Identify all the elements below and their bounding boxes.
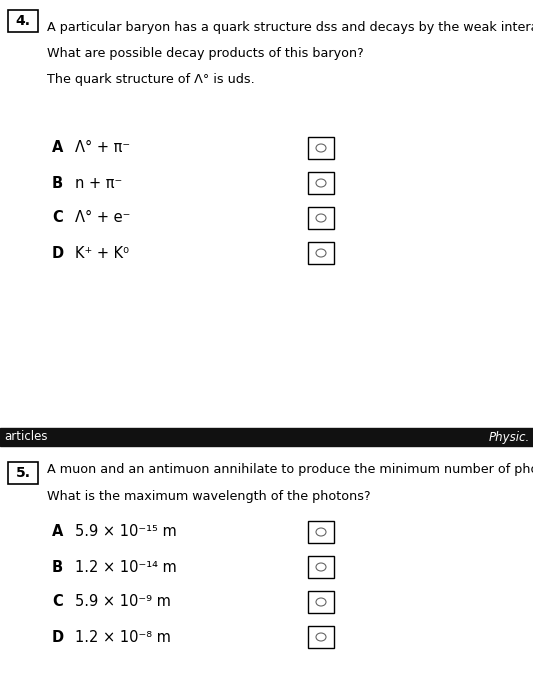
Text: 1.2 × 10⁻⁸ m: 1.2 × 10⁻⁸ m	[75, 629, 171, 645]
Text: n + π⁻: n + π⁻	[75, 176, 122, 190]
Text: B: B	[52, 559, 63, 575]
FancyBboxPatch shape	[308, 521, 334, 543]
Text: K⁺ + K⁰: K⁺ + K⁰	[75, 246, 129, 260]
FancyBboxPatch shape	[8, 462, 38, 484]
Text: A: A	[52, 141, 63, 155]
Text: B: B	[52, 176, 63, 190]
Ellipse shape	[316, 528, 326, 536]
Text: Λ° + π⁻: Λ° + π⁻	[75, 141, 130, 155]
Bar	[0, 428, 533, 446]
FancyBboxPatch shape	[308, 172, 334, 194]
FancyBboxPatch shape	[308, 626, 334, 648]
Text: A: A	[52, 524, 63, 540]
Text: What are possible decay products of this baryon?: What are possible decay products of this…	[47, 47, 364, 60]
Ellipse shape	[316, 214, 326, 222]
Ellipse shape	[316, 598, 326, 606]
Ellipse shape	[316, 633, 326, 641]
Text: 1.2 × 10⁻¹⁴ m: 1.2 × 10⁻¹⁴ m	[75, 559, 177, 575]
Text: 4.: 4.	[15, 14, 30, 28]
FancyBboxPatch shape	[308, 556, 334, 578]
Ellipse shape	[316, 563, 326, 571]
Text: A muon and an antimuon annihilate to produce the minimum number of photons.: A muon and an antimuon annihilate to pro…	[47, 463, 533, 476]
FancyBboxPatch shape	[8, 10, 38, 32]
Text: What is the maximum wavelength of the photons?: What is the maximum wavelength of the ph…	[47, 490, 370, 503]
Text: 5.9 × 10⁻¹⁵ m: 5.9 × 10⁻¹⁵ m	[75, 524, 177, 540]
Text: Λ° + e⁻: Λ° + e⁻	[75, 211, 131, 225]
Text: 5.: 5.	[15, 466, 30, 480]
Ellipse shape	[316, 144, 326, 152]
Text: The quark structure of Λ° is uds.: The quark structure of Λ° is uds.	[47, 73, 255, 86]
Text: D: D	[52, 246, 64, 260]
Ellipse shape	[316, 179, 326, 187]
Text: C: C	[52, 594, 63, 610]
Ellipse shape	[316, 249, 326, 257]
FancyBboxPatch shape	[308, 137, 334, 159]
Text: D: D	[52, 629, 64, 645]
FancyBboxPatch shape	[308, 591, 334, 613]
Text: 5.9 × 10⁻⁹ m: 5.9 × 10⁻⁹ m	[75, 594, 171, 610]
FancyBboxPatch shape	[308, 242, 334, 264]
Text: Physic.: Physic.	[489, 430, 530, 444]
FancyBboxPatch shape	[308, 207, 334, 229]
Text: A particular baryon has a quark structure dss and decays by the weak interaction: A particular baryon has a quark structur…	[47, 21, 533, 34]
Text: articles: articles	[4, 430, 47, 444]
Text: C: C	[52, 211, 63, 225]
